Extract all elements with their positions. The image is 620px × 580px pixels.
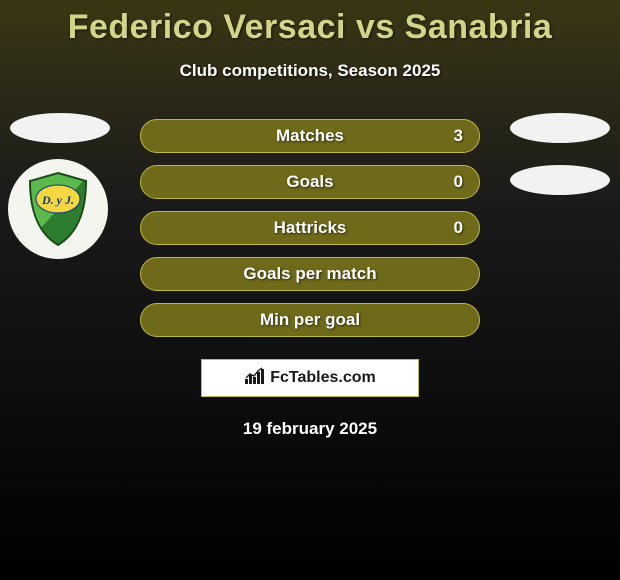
placeholder-ellipse-right-top bbox=[510, 113, 610, 143]
stat-label: Hattricks bbox=[274, 218, 347, 238]
stat-rows: Matches 3 Goals 0 Hattricks 0 Goals per … bbox=[140, 119, 480, 337]
stat-row-hattricks: Hattricks 0 bbox=[140, 211, 480, 245]
stat-row-goals-per-match: Goals per match bbox=[140, 257, 480, 291]
stat-value: 0 bbox=[454, 218, 463, 238]
page-subtitle: Club competitions, Season 2025 bbox=[0, 61, 620, 81]
club-shield-icon: D. y J. bbox=[24, 171, 92, 247]
page-title: Federico Versaci vs Sanabria bbox=[0, 0, 620, 47]
stat-value: 3 bbox=[454, 126, 463, 146]
branding-text: FcTables.com bbox=[270, 369, 376, 387]
placeholder-ellipse-left-top bbox=[10, 113, 110, 143]
stats-section: D. y J. Matches 3 Goals 0 Hattricks 0 Go… bbox=[0, 119, 620, 439]
stat-row-min-per-goal: Min per goal bbox=[140, 303, 480, 337]
club-badge: D. y J. bbox=[8, 159, 108, 259]
date-text: 19 february 2025 bbox=[0, 419, 620, 439]
stat-label: Matches bbox=[276, 126, 344, 146]
stat-row-matches: Matches 3 bbox=[140, 119, 480, 153]
shield-text: D. y J. bbox=[41, 193, 74, 207]
stat-label: Goals bbox=[286, 172, 333, 192]
stat-value: 0 bbox=[454, 172, 463, 192]
stat-label: Goals per match bbox=[243, 264, 376, 284]
bar-chart-icon bbox=[244, 367, 266, 390]
branding-box: FcTables.com bbox=[201, 359, 419, 397]
stat-row-goals: Goals 0 bbox=[140, 165, 480, 199]
stat-label: Min per goal bbox=[260, 310, 360, 330]
placeholder-ellipse-right-mid bbox=[510, 165, 610, 195]
